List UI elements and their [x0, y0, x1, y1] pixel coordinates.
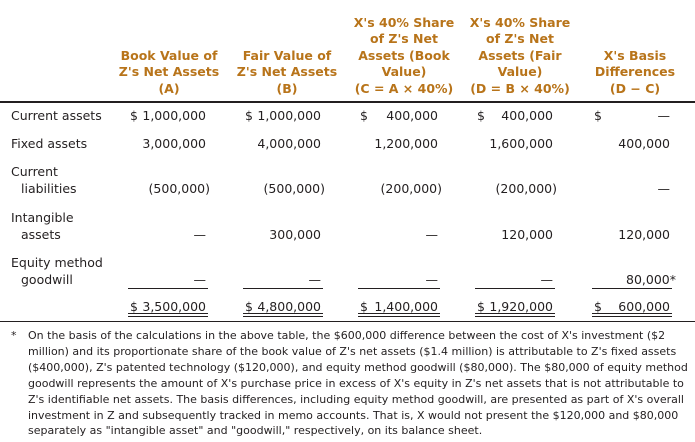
col-header-line: of Z's Net	[370, 31, 438, 46]
col-header-line: Value)	[497, 64, 543, 79]
col-header-line: of Z's Net	[486, 31, 554, 46]
cell-value: 1,000,000	[142, 108, 206, 123]
row-label-line: goodwill	[21, 272, 73, 287]
col-header-line: X's Basis	[603, 47, 667, 63]
total-double-rule	[128, 313, 208, 317]
col-header-line: Assets (Fair	[478, 47, 562, 63]
dollar-sign: $	[245, 108, 253, 123]
row-label-line: Current assets	[11, 108, 102, 123]
dollar-sign: $	[360, 108, 368, 123]
cell-value: —	[540, 272, 554, 287]
cell-value: (200,000)	[380, 181, 442, 196]
total-double-rule	[358, 313, 440, 317]
footnote-mark: *	[11, 329, 17, 342]
col-header-e: X's Basis Differences (D − C)	[585, 48, 685, 98]
cell-value: 1,200,000	[374, 136, 438, 151]
col-header-line: (A)	[158, 80, 180, 96]
cell-value: 400,000	[501, 108, 553, 123]
cell-value: —	[657, 108, 671, 123]
cell-value: 1,600,000	[489, 136, 553, 151]
row-label-line: Fixed assets	[11, 136, 88, 151]
row-label-line: Current	[11, 164, 58, 179]
cell-value: 1,000,000	[257, 108, 321, 123]
col-header-line: X's 40% Share	[353, 14, 455, 30]
row-label-line: liabilities	[21, 181, 77, 196]
col-header-a: Book Value of Z's Net Assets (A)	[113, 48, 225, 98]
col-header-b: Fair Value of Z's Net Assets (B)	[231, 48, 343, 98]
total-value: 1,400,000	[374, 299, 438, 314]
cell-value: —	[657, 181, 671, 196]
row-label-intangible-assets: Intangible assets	[11, 209, 74, 243]
cell-value: 3,000,000	[142, 136, 206, 151]
cell-value: —	[193, 227, 207, 242]
total-value: 4,800,000	[257, 299, 321, 314]
total-double-rule	[592, 313, 672, 317]
cell-value: —	[425, 227, 439, 242]
footnote-text: On the basis of the calculations in the …	[28, 329, 688, 438]
col-header-line: (B)	[276, 80, 298, 96]
total-value: 3,500,000	[142, 299, 206, 314]
row-label-line: Equity method	[11, 255, 103, 270]
col-header-line: Assets (Book	[358, 47, 450, 63]
dollar-sign: $	[130, 299, 138, 314]
cell-value: 80,000*	[626, 272, 676, 287]
dollar-sign: $	[130, 108, 138, 123]
cell-value: 400,000	[386, 108, 438, 123]
dollar-sign: $	[360, 299, 368, 314]
col-header-line: (D = B × 40%)	[470, 80, 570, 96]
cell-value: 300,000	[269, 227, 321, 242]
subtotal-rule	[128, 288, 208, 289]
col-header-line: Z's Net Assets	[236, 64, 338, 79]
row-label-line: assets	[21, 227, 61, 242]
cell-value: 120,000	[618, 227, 670, 242]
cell-value: —	[425, 272, 439, 287]
col-header-line: X's 40% Share	[469, 14, 571, 30]
col-header-line: Book Value of	[120, 47, 218, 63]
total-value: 1,920,000	[489, 299, 553, 314]
subtotal-rule	[243, 288, 323, 289]
col-header-d: X's 40% Share of Z's Net Assets (Fair Value…	[464, 15, 576, 98]
dollar-sign: $	[477, 108, 485, 123]
col-header-line: Fair Value of	[242, 47, 332, 63]
dollar-sign: $	[245, 299, 253, 314]
col-header-line: (D − C)	[609, 80, 661, 96]
cell-value: 4,000,000	[257, 136, 321, 151]
row-label-fixed-assets: Fixed assets	[11, 135, 87, 152]
table-bottom-rule	[0, 321, 695, 322]
col-header-line: Differences	[594, 64, 676, 79]
cell-value: 400,000	[618, 136, 670, 151]
dollar-sign: $	[594, 108, 602, 123]
col-header-line: Value)	[381, 64, 427, 79]
row-label-current-liabilities: Current liabilities	[11, 163, 77, 197]
cell-value: (500,000)	[148, 181, 210, 196]
subtotal-rule	[592, 288, 672, 289]
total-double-rule	[243, 313, 323, 317]
cell-value: 120,000	[501, 227, 553, 242]
subtotal-rule	[475, 288, 555, 289]
dollar-sign: $	[594, 299, 602, 314]
dollar-sign: $	[477, 299, 485, 314]
total-value: 600,000	[618, 299, 670, 314]
header-rule	[0, 101, 695, 103]
row-label-equity-method-goodwill: Equity method goodwill	[11, 254, 103, 288]
cell-value: (200,000)	[495, 181, 557, 196]
subtotal-rule	[358, 288, 440, 289]
col-header-line: Z's Net Assets	[118, 64, 220, 79]
row-label-current-assets: Current assets	[11, 107, 102, 124]
cell-value: (500,000)	[263, 181, 325, 196]
row-label-line: Intangible	[11, 210, 74, 225]
col-header-line: (C = A × 40%)	[354, 80, 454, 96]
cell-value: —	[308, 272, 322, 287]
col-header-c: X's 40% Share of Z's Net Assets (Book Value…	[349, 15, 459, 98]
total-double-rule	[475, 313, 555, 317]
cell-value: —	[193, 272, 207, 287]
